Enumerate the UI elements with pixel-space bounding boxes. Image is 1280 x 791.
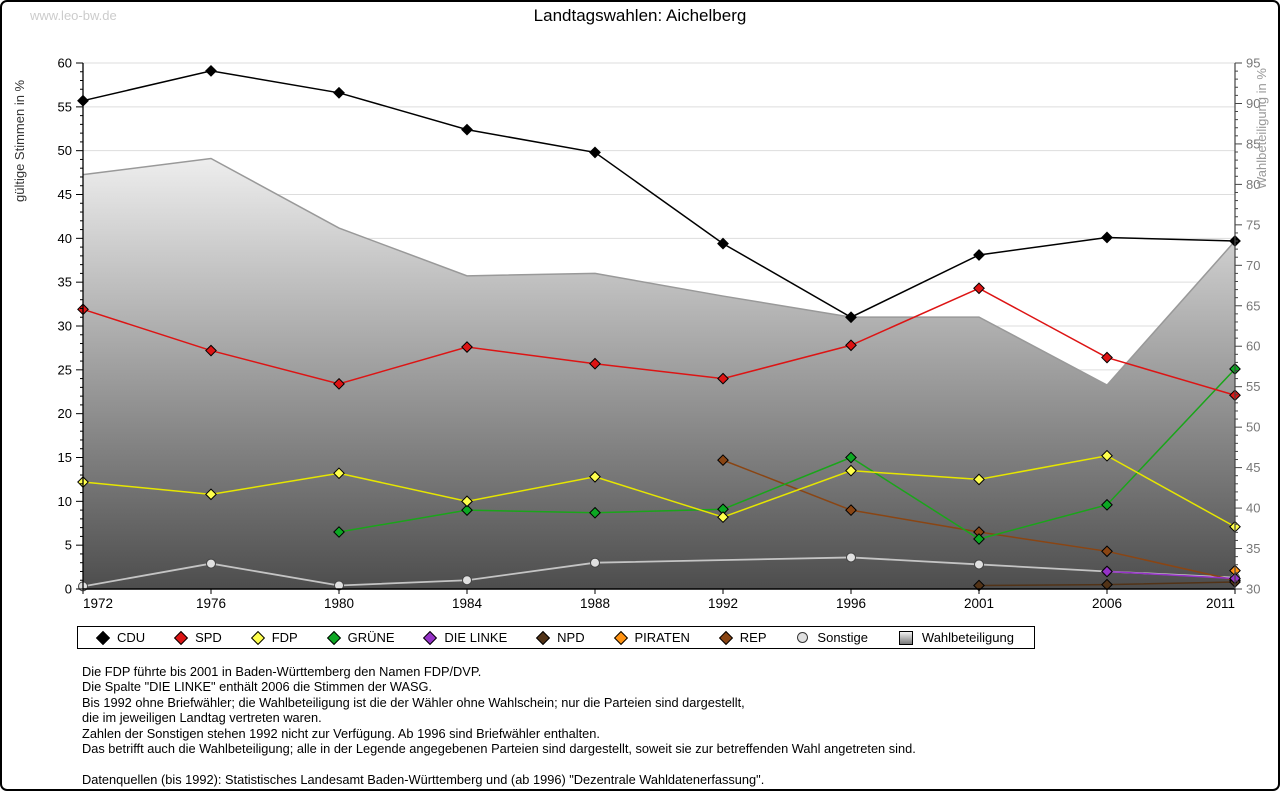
right-axis-title: Wahlbeteiligung in %: [1254, 68, 1269, 189]
svg-text:10: 10: [58, 494, 72, 509]
svg-text:35: 35: [1246, 541, 1260, 556]
watermark: www.leo-bw.de: [30, 8, 117, 23]
svg-text:0: 0: [65, 582, 72, 597]
footnote-line: Bis 1992 ohne Briefwähler; die Wahlbetei…: [82, 694, 745, 710]
diamond-marker-icon: [718, 630, 733, 645]
footnote-line: Die Spalte "DIE LINKE" enthält 2006 die …: [82, 679, 433, 695]
svg-text:40: 40: [1246, 501, 1260, 516]
legend-item-rep: REP: [718, 630, 767, 645]
diamond-marker-icon: [326, 630, 341, 645]
diamond-marker-icon: [613, 630, 628, 645]
circle-marker-icon: [797, 632, 809, 643]
svg-text:65: 65: [1246, 298, 1260, 313]
legend-item-cdu: CDU: [95, 630, 146, 645]
legend-item-sonstige: Sonstige: [797, 630, 868, 645]
legend-item-fdp: FDP: [250, 630, 298, 645]
diamond-marker-icon: [95, 630, 111, 645]
x-tick-label: 1976: [196, 596, 226, 611]
svg-text:25: 25: [58, 362, 72, 377]
legend-label: REP: [739, 630, 767, 645]
area-swatch-icon: [898, 630, 913, 645]
svg-text:80: 80: [1246, 177, 1260, 192]
svg-text:15: 15: [58, 450, 72, 465]
axes: 0 5 10 15 20 25 30 35 40 45 50 55 60 30 35 40 45 50 55 60 65…: [58, 56, 1261, 612]
legend-label: PIRATEN: [634, 630, 690, 645]
footnote-line: Die FDP führte bis 2001 in Baden-Württem…: [82, 664, 482, 679]
legend-label: GRÜNE: [347, 630, 395, 645]
svg-text:95: 95: [1246, 56, 1260, 71]
legend-item-piraten: PIRATEN: [613, 630, 690, 645]
footnote-line: die im jeweiligen Landtag vertreten ware…: [82, 710, 322, 726]
svg-text:35: 35: [58, 275, 72, 290]
legend-item-die-linke: DIE LINKE: [423, 630, 508, 645]
svg-text:55: 55: [58, 99, 72, 114]
footnote-line: Datenquellen (bis 1992): Statistisches L…: [82, 771, 765, 787]
legend-label: FDP: [271, 630, 298, 645]
x-tick-label: 1992: [708, 596, 738, 611]
legend-label: CDU: [117, 630, 146, 645]
svg-text:30: 30: [58, 319, 72, 334]
svg-text:5: 5: [65, 538, 72, 553]
footnote-line: Das betrifft auch die Wahlbeteiligung; a…: [82, 741, 916, 757]
legend-item-npd: NPD: [536, 630, 585, 645]
series-cdu: [77, 64, 1241, 324]
footnote-line: Zahlen der Sonstigen stehen 1992 nicht z…: [82, 725, 600, 741]
legend-label: NPD: [557, 630, 585, 645]
diamond-marker-icon: [173, 630, 189, 645]
x-tick-label: 1972: [83, 596, 113, 611]
legend-item-grüne: GRÜNE: [326, 630, 395, 645]
page-title: Landtagswahlen: Aichelberg: [533, 6, 747, 25]
chart-legend: CDU SPD FDP GRÜNE DIE LINKE NPD PIRATEN REP Sons…: [77, 626, 1035, 649]
series-wahlbeteiligung-area: [82, 157, 1236, 589]
svg-text:30: 30: [1246, 582, 1260, 597]
svg-text:45: 45: [58, 187, 72, 202]
x-tick-label: 1980: [324, 596, 354, 611]
series-grüne: [333, 363, 1241, 545]
legend-label: Wahlbeteiligung: [921, 630, 1014, 645]
svg-text:60: 60: [1246, 339, 1260, 354]
svg-text:20: 20: [58, 406, 72, 421]
legend-label: DIE LINKE: [444, 630, 508, 645]
svg-text:75: 75: [1246, 217, 1260, 232]
footnote-line: [82, 756, 916, 771]
legend-label: Sonstige: [817, 630, 869, 645]
x-tick-label: 2011: [1206, 596, 1235, 611]
x-tick-label: 1984: [452, 596, 483, 611]
x-tick-label: 2001: [964, 596, 994, 611]
x-tick-label: 1988: [580, 596, 610, 611]
svg-text:40: 40: [58, 231, 72, 246]
svg-text:70: 70: [1246, 258, 1260, 273]
svg-text:55: 55: [1246, 379, 1260, 394]
svg-text:50: 50: [58, 143, 72, 158]
svg-text:45: 45: [1246, 460, 1260, 475]
x-tick-label: 1996: [836, 596, 866, 611]
series-fdp: [77, 449, 1241, 533]
svg-text:90: 90: [1246, 96, 1260, 111]
diamond-marker-icon: [423, 630, 438, 645]
svg-text:85: 85: [1246, 136, 1260, 151]
legend-item-wahlbeteiligung: Wahlbeteiligung: [898, 630, 1014, 645]
svg-text:50: 50: [1246, 420, 1260, 435]
legend-item-spd: SPD: [173, 630, 222, 645]
x-tick-label: 2006: [1092, 596, 1122, 611]
diamond-marker-icon: [250, 630, 265, 645]
footnotes: Die FDP führte bis 2001 in Baden-Württem…: [82, 664, 916, 787]
left-axis-title: gültige Stimmen in %: [12, 79, 27, 202]
diamond-marker-icon: [536, 630, 551, 645]
legend-label: SPD: [195, 630, 222, 645]
svg-text:60: 60: [58, 56, 72, 71]
